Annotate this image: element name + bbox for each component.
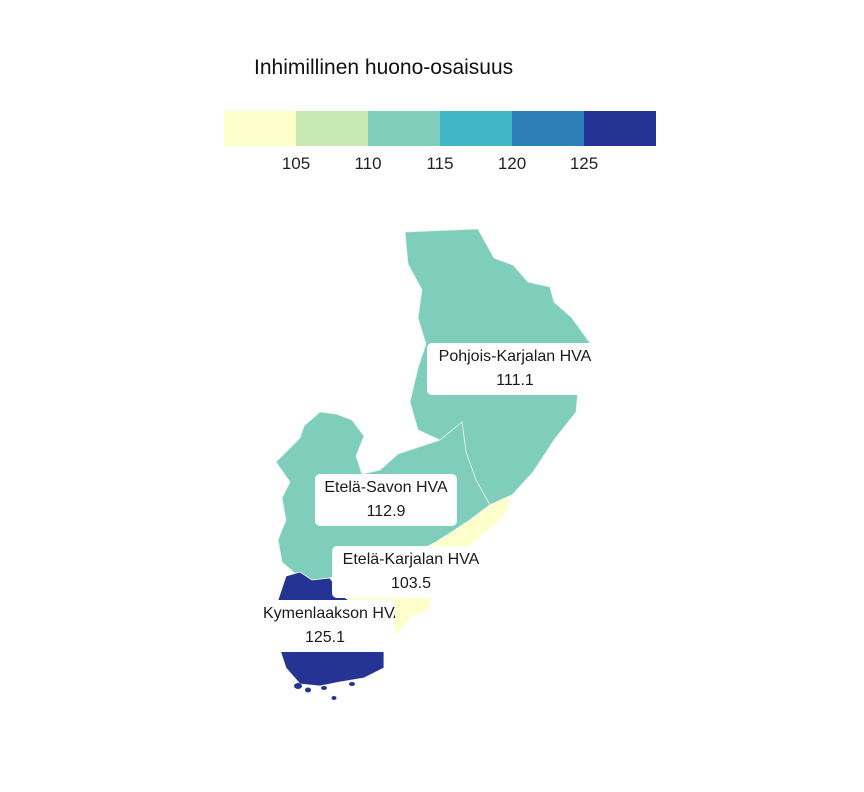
region-label-name: Etelä-Karjalan HVA: [342, 551, 480, 568]
legend-color-bar: [224, 111, 656, 146]
region-label-name: Kymenlaakson HVA: [263, 605, 395, 622]
legend-tick: 110: [354, 154, 382, 173]
legend-swatch-6: [584, 111, 656, 146]
region-label-name: Pohjois-Karjalan HVA: [438, 348, 592, 365]
legend-tick: 125: [569, 154, 599, 173]
region-label-value: 103.5: [390, 575, 432, 592]
legend-swatch-4: [440, 111, 512, 146]
region-label-etela-karjala: Etelä-Karjalan HVA 103.5: [332, 546, 490, 598]
legend-swatch-1: [224, 111, 296, 146]
legend-tick: 115: [426, 154, 454, 173]
region-label-etela-savo: Etelä-Savon HVA 112.9: [315, 474, 457, 526]
legend-swatch-3: [368, 111, 440, 146]
region-label-value: 111.1: [496, 372, 534, 389]
legend-title: Inhimillinen huono-osaisuus: [254, 56, 514, 79]
region-label-value: 112.9: [366, 503, 406, 520]
legend-tick: 105: [281, 154, 311, 173]
legend-tick: 120: [497, 154, 527, 173]
legend-swatch-2: [296, 111, 368, 146]
archipelago-islands: [294, 682, 355, 700]
legend-swatch-5: [512, 111, 584, 146]
region-label-pohjois-karjala: Pohjois-Karjalan HVA 111.1: [427, 343, 603, 395]
region-label-kymenlaakso: Kymenlaakson HVA 125.1: [255, 600, 395, 652]
region-label-name: Etelä-Savon HVA: [324, 479, 448, 496]
region-label-value: 125.1: [304, 629, 346, 646]
legend-ticks: 105 110 115 120 125: [224, 150, 656, 178]
